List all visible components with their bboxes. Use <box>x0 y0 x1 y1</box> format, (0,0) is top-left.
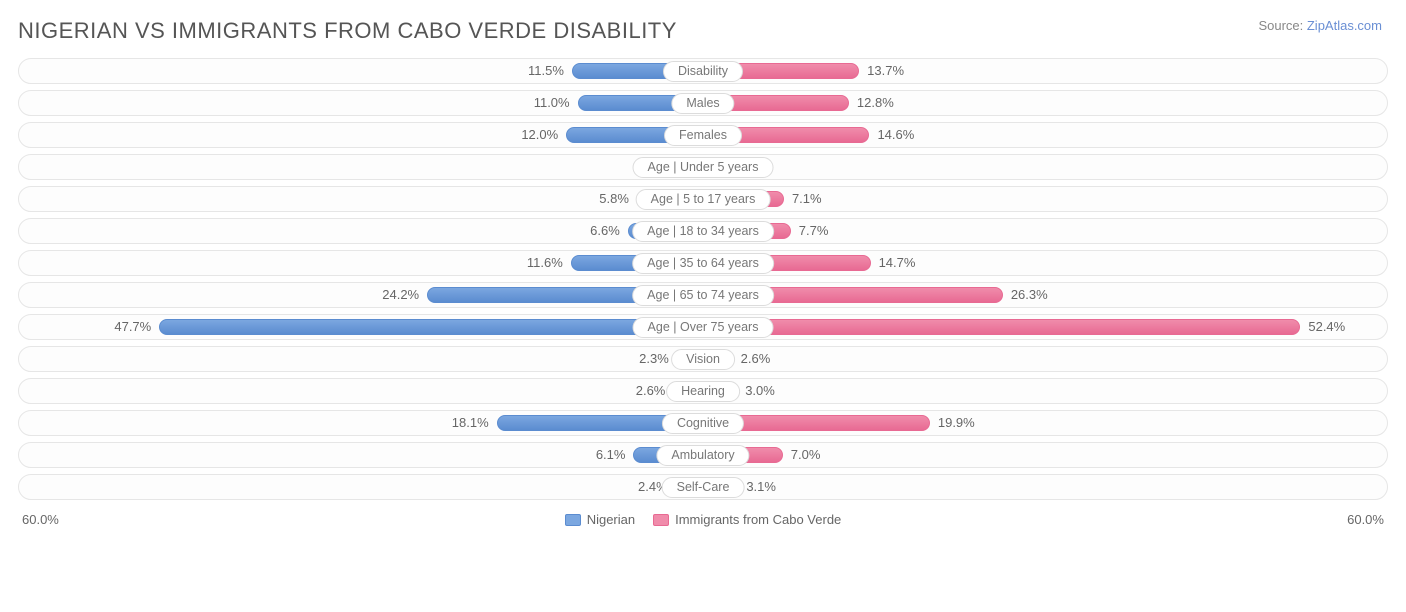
bar-row: 24.2% 26.3% Age | 65 to 74 years <box>18 282 1388 308</box>
row-category-pill: Disability <box>663 61 743 82</box>
legend: Nigerian Immigrants from Cabo Verde <box>565 512 842 527</box>
row-category-pill: Vision <box>671 349 735 370</box>
bar-row: 47.7% 52.4% Age | Over 75 years <box>18 314 1388 340</box>
value-label-right: 3.1% <box>746 479 776 495</box>
legend-label-left: Nigerian <box>587 512 635 527</box>
value-label-right: 7.0% <box>791 447 821 463</box>
value-label-left: 5.8% <box>599 191 629 207</box>
value-label-right: 14.7% <box>879 255 916 271</box>
value-label-left: 47.7% <box>114 319 151 335</box>
row-category-pill: Age | Over 75 years <box>633 317 774 338</box>
value-label-right: 3.0% <box>745 383 775 399</box>
bar-left <box>159 319 703 335</box>
diverging-bar-chart: 11.5% 13.7% Disability 11.0% 12.8% Males 12.0%… <box>0 50 1406 510</box>
bar-row: 2.6% 3.0% Hearing <box>18 378 1388 404</box>
bar-row: 2.3% 2.6% Vision <box>18 346 1388 372</box>
bar-row: 6.1% 7.0% Ambulatory <box>18 442 1388 468</box>
value-label-left: 12.0% <box>521 127 558 143</box>
bar-row: 11.6% 14.7% Age | 35 to 64 years <box>18 250 1388 276</box>
axis-max-left: 60.0% <box>22 512 59 527</box>
source-prefix: Source: <box>1258 18 1306 33</box>
value-label-right: 12.8% <box>857 95 894 111</box>
bar-right <box>703 319 1300 335</box>
chart-footer: 60.0% Nigerian Immigrants from Cabo Verd… <box>0 510 1406 527</box>
value-label-right: 7.7% <box>799 223 829 239</box>
row-category-pill: Age | 18 to 34 years <box>632 221 774 242</box>
value-label-right: 13.7% <box>867 63 904 79</box>
value-label-right: 14.6% <box>877 127 914 143</box>
value-label-right: 2.6% <box>741 351 771 367</box>
value-label-right: 26.3% <box>1011 287 1048 303</box>
bar-row: 11.5% 13.7% Disability <box>18 58 1388 84</box>
source-attribution: Source: ZipAtlas.com <box>1258 18 1382 33</box>
value-label-left: 11.5% <box>528 63 564 79</box>
value-label-right: 19.9% <box>938 415 975 431</box>
row-category-pill: Cognitive <box>662 413 744 434</box>
bar-row: 6.6% 7.7% Age | 18 to 34 years <box>18 218 1388 244</box>
legend-swatch-right <box>653 514 669 526</box>
value-label-left: 18.1% <box>452 415 489 431</box>
value-label-left: 24.2% <box>382 287 419 303</box>
row-category-pill: Age | Under 5 years <box>633 157 774 178</box>
row-category-pill: Age | 5 to 17 years <box>636 189 771 210</box>
value-label-right: 52.4% <box>1308 319 1345 335</box>
value-label-left: 11.0% <box>534 95 570 111</box>
bar-row: 11.0% 12.8% Males <box>18 90 1388 116</box>
row-category-pill: Males <box>671 93 734 114</box>
source-link[interactable]: ZipAtlas.com <box>1307 18 1382 33</box>
row-category-pill: Age | 35 to 64 years <box>632 253 774 274</box>
axis-max-right: 60.0% <box>1347 512 1384 527</box>
value-label-left: 2.3% <box>639 351 669 367</box>
bar-row: 12.0% 14.6% Females <box>18 122 1388 148</box>
bar-row: 1.3%1.7%Age | Under 5 years <box>18 154 1388 180</box>
bar-row: 5.8% 7.1% Age | 5 to 17 years <box>18 186 1388 212</box>
legend-swatch-left <box>565 514 581 526</box>
row-category-pill: Females <box>664 125 742 146</box>
legend-item-left: Nigerian <box>565 512 635 527</box>
row-category-pill: Ambulatory <box>656 445 749 466</box>
row-category-pill: Self-Care <box>662 477 745 498</box>
value-label-left: 11.6% <box>527 255 563 271</box>
bar-row: 18.1% 19.9% Cognitive <box>18 410 1388 436</box>
value-label-left: 6.1% <box>596 447 626 463</box>
value-label-right: 7.1% <box>792 191 822 207</box>
row-category-pill: Hearing <box>666 381 740 402</box>
bar-row: 2.4%3.1%Self-Care <box>18 474 1388 500</box>
value-label-left: 2.6% <box>636 383 666 399</box>
row-category-pill: Age | 65 to 74 years <box>632 285 774 306</box>
value-label-left: 6.6% <box>590 223 620 239</box>
legend-item-right: Immigrants from Cabo Verde <box>653 512 841 527</box>
legend-label-right: Immigrants from Cabo Verde <box>675 512 841 527</box>
chart-title: NIGERIAN VS IMMIGRANTS FROM CABO VERDE D… <box>18 18 677 44</box>
